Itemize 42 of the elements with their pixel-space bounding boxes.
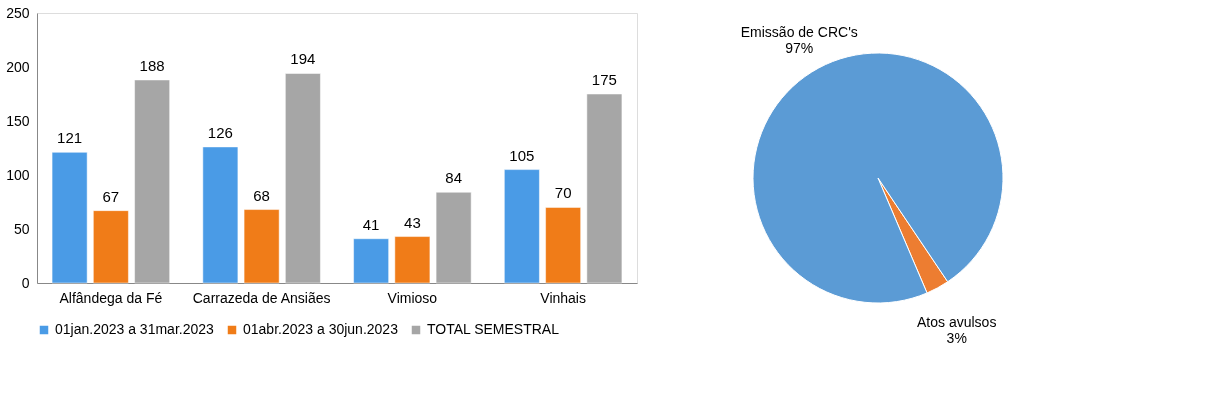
bar [51,152,88,284]
bar [586,93,623,284]
y-tick-label: 200 [6,58,30,75]
bar [435,192,472,284]
legend-label: 01jan.2023 a 31mar.2023 [55,321,215,337]
slice-label: Emissão de CRC's [740,23,858,40]
y-tick-label: 50 [13,220,30,237]
data-label: 188 [139,56,165,74]
data-label: 67 [102,187,120,205]
data-label: 126 [207,123,233,141]
x-tick-label: Vinhais [540,289,586,306]
data-label: 105 [509,146,535,164]
data-label: 175 [591,71,617,88]
bar [353,238,389,284]
y-tick-label: 100 [6,166,30,183]
bar [545,207,581,284]
legend-label: TOTAL SEMESTRAL [427,321,560,337]
data-label: 121 [57,129,83,147]
bar [504,169,540,284]
y-tick-label: 250 [6,4,30,21]
x-tick-label: Carrazeda de Ansiães [192,289,331,306]
bar [394,236,431,284]
legend-label: 01abr.2023 a 30jun.2023 [243,321,399,337]
bar [134,79,170,284]
data-label: 70 [554,184,572,202]
data-label: 3% [946,330,967,347]
data-label: 97% [785,39,814,56]
bar [243,209,280,284]
data-label: 68 [253,186,270,204]
data-label: 43 [404,213,421,231]
data-label: 194 [290,50,316,68]
bar [202,146,239,284]
slice-label: Atos avulsos [917,314,997,331]
y-tick-label: 0 [21,274,30,291]
x-tick-label: Vimioso [387,289,438,306]
y-tick-label: 150 [6,112,30,129]
x-tick-label: Alfândega da Fé [59,289,163,306]
bar [285,73,321,284]
pie-slice [752,52,1004,304]
data-label: 84 [445,169,462,187]
data-label: 41 [362,215,380,233]
bar [93,210,129,284]
